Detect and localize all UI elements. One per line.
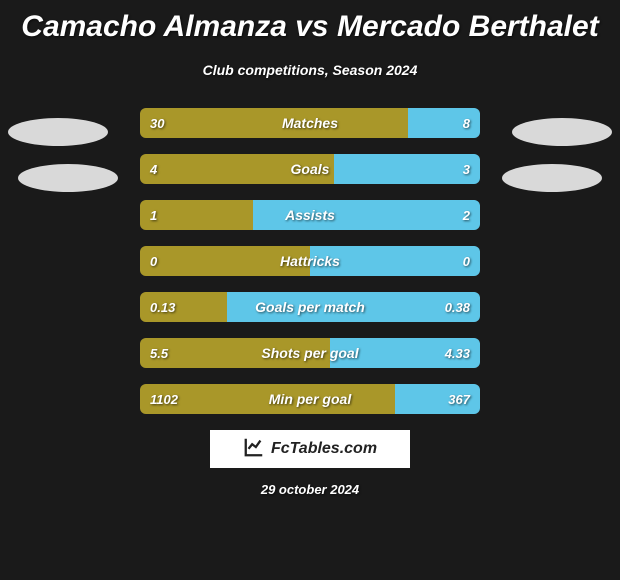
stat-row: 43Goals bbox=[140, 154, 480, 184]
stat-label: Goals bbox=[140, 154, 480, 184]
stat-label: Assists bbox=[140, 200, 480, 230]
comparison-content: 308Matches 43Goals 12Assists 00Hattricks 0.1… bbox=[0, 108, 620, 414]
decorative-ellipse bbox=[18, 164, 118, 192]
page-title: Camacho Almanza vs Mercado Berthalet bbox=[0, 0, 620, 44]
stat-row: 0.130.38Goals per match bbox=[140, 292, 480, 322]
comparison-bars: 308Matches 43Goals 12Assists 00Hattricks 0.1… bbox=[140, 108, 480, 414]
stat-label: Goals per match bbox=[140, 292, 480, 322]
stat-label: Shots per goal bbox=[140, 338, 480, 368]
stat-row: 5.54.33Shots per goal bbox=[140, 338, 480, 368]
decorative-ellipse bbox=[8, 118, 108, 146]
stat-row: 00Hattricks bbox=[140, 246, 480, 276]
decorative-ellipse bbox=[512, 118, 612, 146]
footer-date: 29 october 2024 bbox=[0, 482, 620, 497]
page-subtitle: Club competitions, Season 2024 bbox=[0, 62, 620, 78]
stat-label: Min per goal bbox=[140, 384, 480, 414]
stat-row: 1102367Min per goal bbox=[140, 384, 480, 414]
footer-brand-text: FcTables.com bbox=[271, 440, 377, 458]
footer-brand-badge: FcTables.com bbox=[210, 430, 410, 468]
stat-row: 12Assists bbox=[140, 200, 480, 230]
decorative-ellipse bbox=[502, 164, 602, 192]
stat-row: 308Matches bbox=[140, 108, 480, 138]
stat-label: Matches bbox=[140, 108, 480, 138]
chart-icon bbox=[243, 436, 265, 463]
stat-label: Hattricks bbox=[140, 246, 480, 276]
